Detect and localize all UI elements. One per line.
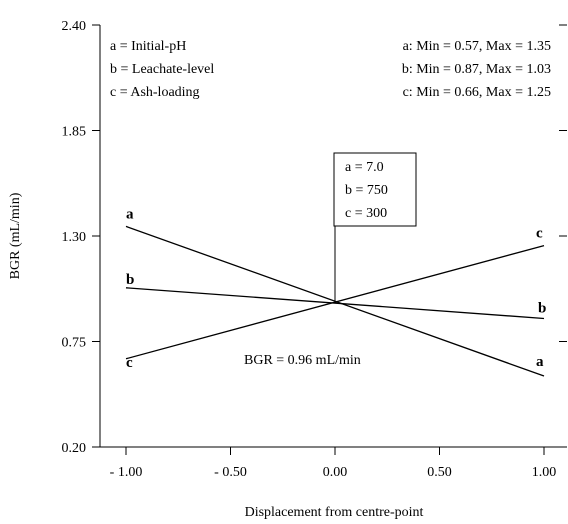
y-tick-label: 1.30 (62, 230, 87, 245)
legend-right-item: a: Min = 0.57, Max = 1.35 (403, 39, 551, 54)
legend-left-item: a = Initial-pH (110, 39, 186, 54)
centre-point-box (333, 152, 417, 227)
series-end-label-a: a (536, 354, 544, 370)
x-tick-label: 1.00 (532, 465, 557, 480)
centre-box-item: b = 750 (345, 183, 388, 198)
series-start-label-b: b (126, 272, 134, 288)
x-axis-title: Displacement from centre-point (245, 505, 424, 520)
centre-box-item: a = 7.0 (345, 160, 384, 175)
y-tick-label: 0.75 (62, 336, 87, 351)
series-start-label-c: c (126, 355, 133, 371)
axes: 0.20 0.75 1.30 1.85 2.40 - 1.00 - 0.50 0.00 0.50… (8, 19, 567, 520)
legend-left-item: b = Leachate-level (110, 62, 214, 77)
series-start-label-a: a (126, 206, 134, 222)
y-tick-label: 2.40 (62, 19, 87, 34)
x-tick-label: 0.00 (323, 465, 348, 480)
x-tick-label: - 0.50 (214, 465, 247, 480)
y-tick-label: 1.85 (62, 125, 87, 140)
series-line-c (125, 244, 545, 360)
annotations: a = Initial-pH b = Leachate-level c = Ash-… (110, 39, 551, 368)
legend-left-item: c = Ash-loading (110, 85, 200, 100)
series-line-a (125, 225, 545, 377)
x-tick-label: 0.50 (427, 465, 452, 480)
series-line-b (125, 287, 545, 320)
chart-marks: a a b b c c (125, 206, 546, 377)
legend-right-item: c: Min = 0.66, Max = 1.25 (403, 85, 551, 100)
legend-right-item: b: Min = 0.87, Max = 1.03 (402, 62, 551, 77)
centre-box-item: c = 300 (345, 206, 387, 221)
y-axis-title: BGR (mL/min) (8, 192, 23, 279)
y-tick-label: 0.20 (62, 441, 87, 456)
series-end-label-c: c (536, 226, 543, 242)
centre-value-label: BGR = 0.96 mL/min (244, 353, 361, 368)
x-tick-label: - 1.00 (110, 465, 143, 480)
series-end-label-b: b (538, 300, 546, 316)
